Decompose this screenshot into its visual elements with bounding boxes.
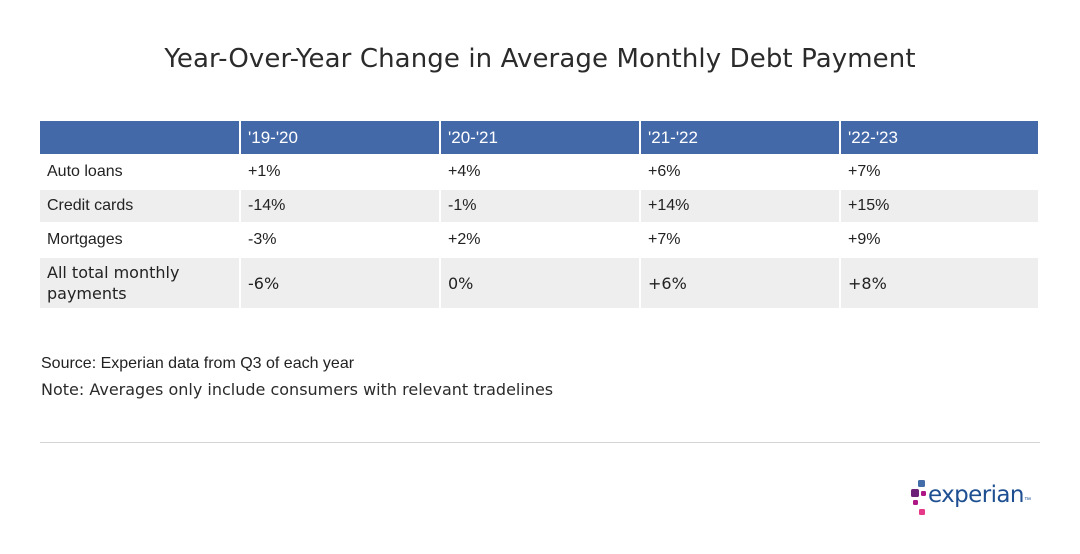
divider	[40, 442, 1040, 443]
row-label: Credit cards	[40, 189, 241, 224]
table-row-all-total: All total monthly payments -6% 0% +6% +8…	[40, 257, 1038, 310]
table-cell: +6%	[640, 257, 841, 310]
row-label: Mortgages	[40, 223, 241, 258]
table-cell: +7%	[640, 223, 841, 258]
chart-title: Year-Over-Year Change in Average Monthly…	[164, 44, 916, 74]
table-cell: +15%	[840, 189, 1038, 224]
table-cell: -3%	[240, 223, 441, 258]
table-cell: +14%	[640, 189, 841, 224]
logo-dots-icon	[911, 480, 926, 515]
data-table: '19-'20 '20-'21 '21-'22 '22-'23 Auto loa…	[40, 121, 1038, 310]
row-label: All total monthly payments	[40, 257, 241, 310]
row-label: Auto loans	[40, 155, 241, 190]
source-note: Source: Experian data from Q3 of each ye…	[41, 355, 355, 372]
table-cell: -14%	[240, 189, 441, 224]
table-row-credit-cards: Credit cards -14% -1% +14% +15%	[40, 189, 1038, 224]
table-cell: 0%	[440, 257, 641, 310]
table-row-auto-loans: Auto loans +1% +4% +6% +7%	[40, 155, 1038, 190]
header-cell-19-20: '19-'20	[240, 121, 441, 156]
table-cell: +6%	[640, 155, 841, 190]
experian-logo: experian ™	[910, 478, 1040, 520]
table-cell: -6%	[240, 257, 441, 310]
table-header-row: '19-'20 '20-'21 '21-'22 '22-'23	[40, 121, 1038, 156]
data-table-container: '19-'20 '20-'21 '21-'22 '22-'23 Auto loa…	[40, 121, 1038, 310]
header-cell-empty	[40, 121, 241, 156]
table-cell: +7%	[840, 155, 1038, 190]
table-row-mortgages: Mortgages -3% +2% +7% +9%	[40, 223, 1038, 258]
logo-trademark: ™	[1024, 497, 1031, 504]
table-cell: +1%	[240, 155, 441, 190]
table-cell: +2%	[440, 223, 641, 258]
header-cell-20-21: '20-'21	[440, 121, 641, 156]
table-cell: +4%	[440, 155, 641, 190]
table-cell: +8%	[840, 257, 1038, 310]
table-cell: +9%	[840, 223, 1038, 258]
table-cell: -1%	[440, 189, 641, 224]
header-cell-21-22: '21-'22	[640, 121, 841, 156]
header-cell-22-23: '22-'23	[840, 121, 1038, 156]
footnote: Note: Averages only include consumers wi…	[41, 380, 554, 399]
logo-wordmark: experian	[928, 482, 1024, 508]
